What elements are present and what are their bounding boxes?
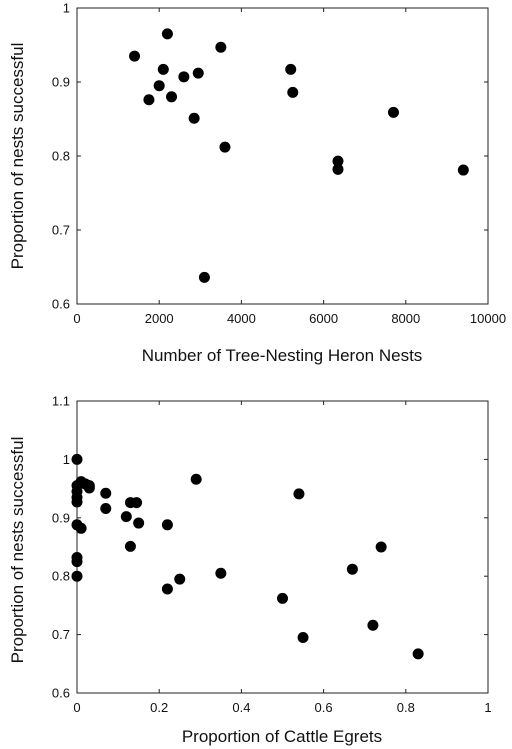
chart-2-data-point [412, 648, 424, 660]
chart-1-data-point [332, 155, 344, 167]
chart-2-ticks: 0 0.2 0.4 0.6 0.8 1 0.6 0.7 0.8 0.9 1 1.1 [52, 394, 492, 716]
chart-1-data-point [285, 63, 297, 75]
chart-1-data-point [192, 67, 204, 79]
chart-2-data-point [100, 502, 112, 514]
chart-2-data-point [71, 570, 83, 582]
chart-2-data-point [293, 488, 305, 500]
chart-1-data-point [215, 41, 227, 53]
chart-2-data-point [133, 517, 145, 529]
chart-2-plot-frame [76, 400, 489, 694]
chart-2-data-point [277, 592, 288, 604]
chart-1-x-tick-label: 0 [73, 311, 80, 326]
chart-1-x-tick-label: 10000 [470, 311, 506, 326]
chart-2-data-point [75, 522, 87, 534]
chart-2-x-axis-label: Proportion of Cattle Egrets [182, 727, 382, 746]
chart-2: 0 0.2 0.4 0.6 0.8 1 0.6 0.7 0.8 0.9 1 1.1 Proportio… [8, 394, 492, 747]
chart-1-y-tick-label: 0.8 [52, 149, 70, 164]
chart-2-data-point [124, 540, 136, 552]
chart-2-x-tick-label: 0.2 [150, 700, 168, 715]
chart-2-x-tick-label: 0.8 [397, 700, 415, 715]
chart-1-data-point [387, 106, 399, 118]
chart-2-points [71, 453, 424, 660]
chart-2-data-point [215, 567, 227, 579]
chart-1-data-point [153, 80, 165, 92]
chart-1-x-tick-label: 8000 [391, 311, 420, 326]
chart-2-x-tick-label: 0 [73, 700, 80, 715]
chart-1-y-tick-label: 0.6 [52, 297, 70, 312]
chart-1-data-point [219, 141, 231, 153]
chart-2-data-point [71, 453, 83, 465]
chart-1: 0 2000 4000 6000 8000 10000 0.6 0.7 0.8 0.9 1 Numb… [8, 1, 506, 366]
chart-2-x-tick-label: 0.6 [315, 700, 333, 715]
chart-2-y-tick-label: 0.6 [52, 686, 70, 701]
chart-1-data-point [157, 63, 169, 75]
chart-1-data-point [457, 164, 469, 176]
chart-1-y-tick-label: 1 [63, 1, 70, 16]
chart-1-y-axis-label: Proportion of nests successful [8, 43, 27, 270]
chart-1-data-point [129, 50, 141, 62]
chart-2-y-tick-label: 0.8 [52, 569, 70, 584]
chart-2-data-point [161, 583, 173, 595]
chart-1-data-point [188, 112, 200, 124]
chart-1-data-point [143, 94, 155, 106]
chart-2-y-axis-label: Proportion of nests successful [8, 437, 27, 664]
chart-2-x-tick-label: 1 [484, 700, 491, 715]
chart-2-data-point [100, 487, 112, 499]
chart-2-data-point [190, 473, 202, 485]
chart-1-y-tick-label: 0.9 [52, 75, 70, 90]
chart-1-x-tick-label: 2000 [145, 311, 174, 326]
chart-2-x-tick-label: 0.4 [232, 700, 250, 715]
chart-1-ticks: 0 2000 4000 6000 8000 10000 0.6 0.7 0.8 0.9 1 [52, 1, 506, 327]
chart-2-data-point [83, 482, 95, 494]
chart-1-data-point [287, 86, 299, 98]
chart-2-y-tick-label: 1.1 [52, 394, 70, 409]
chart-2-data-point [161, 519, 173, 531]
chart-1-x-tick-label: 4000 [227, 311, 256, 326]
chart-1-data-point [161, 28, 173, 40]
chart-1-x-axis-label: Number of Tree-Nesting Heron Nests [142, 346, 423, 365]
chart-2-data-point [71, 496, 83, 508]
chart-2-y-tick-label: 0.9 [52, 510, 70, 525]
chart-2-data-point [120, 511, 132, 523]
chart-2-data-point [346, 563, 358, 575]
chart-2-data-point [131, 497, 143, 509]
chart-1-data-point [198, 271, 210, 283]
chart-2-y-tick-label: 0.7 [52, 627, 70, 642]
chart-1-x-tick-label: 6000 [309, 311, 338, 326]
chart-1-data-point [166, 91, 178, 103]
chart-1-points [129, 28, 469, 283]
chart-1-data-point [178, 71, 190, 83]
chart-1-y-tick-label: 0.7 [52, 223, 70, 238]
chart-1-plot-frame [76, 7, 489, 305]
chart-2-data-point [367, 619, 379, 631]
chart-1-data-point [332, 163, 344, 175]
chart-2-data-point [375, 541, 387, 553]
chart-2-data-point [174, 573, 186, 585]
chart-2-data-point [71, 556, 83, 568]
chart-2-data-point [297, 632, 309, 644]
chart-2-y-tick-label: 1 [63, 452, 70, 467]
